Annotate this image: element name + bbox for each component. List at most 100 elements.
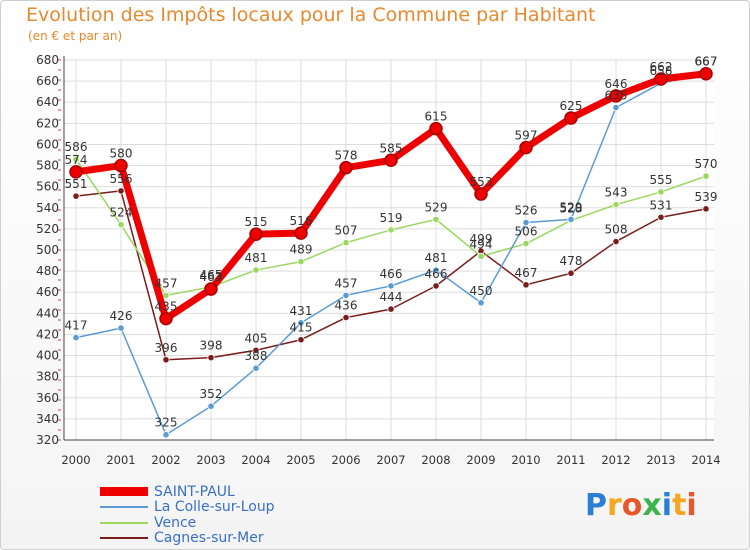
data-label: 465	[200, 268, 223, 282]
data-point	[522, 218, 530, 227]
data-point	[522, 281, 530, 289]
data-point	[612, 103, 620, 112]
legend-swatch	[100, 537, 148, 540]
x-tick-label: 2000	[61, 453, 90, 467]
data-label: 658	[650, 64, 673, 78]
logo-letter: o	[621, 488, 643, 523]
data-point	[162, 356, 170, 364]
legend-label: La Colle-sur-Loup	[154, 499, 275, 516]
data-label: 325	[155, 416, 178, 430]
data-label: 426	[110, 309, 133, 323]
data-point	[612, 201, 620, 209]
data-point	[72, 192, 80, 200]
data-point	[207, 402, 215, 410]
data-point	[342, 313, 350, 322]
data-label: 553	[470, 175, 493, 189]
data-label: 499	[470, 232, 493, 246]
data-label: 450	[470, 284, 493, 298]
data-point	[117, 324, 125, 332]
data-point	[204, 282, 218, 296]
data-label: 396	[155, 341, 178, 355]
data-point	[429, 121, 443, 136]
data-point	[252, 346, 260, 354]
data-label: 466	[380, 267, 403, 281]
y-tick-label: 360	[36, 391, 59, 405]
data-point	[252, 364, 260, 372]
y-tick-label: 320	[36, 433, 59, 447]
data-label: 597	[515, 129, 538, 143]
data-label: 555	[650, 173, 673, 187]
data-label: 556	[110, 172, 133, 186]
data-label: 481	[425, 251, 448, 265]
data-point	[432, 266, 440, 274]
data-label: 388	[245, 349, 268, 363]
data-point	[609, 89, 623, 103]
data-point	[297, 319, 305, 327]
data-point	[387, 226, 395, 234]
data-point	[477, 252, 485, 260]
data-label: 398	[200, 339, 223, 353]
data-label: 662	[650, 60, 673, 74]
data-point	[207, 354, 215, 362]
data-point	[342, 239, 350, 247]
data-label: 417	[65, 319, 88, 333]
data-point	[519, 140, 533, 155]
data-label: 463	[200, 270, 223, 284]
data-point	[114, 158, 128, 173]
chart-subtitle: (en € et par an)	[28, 29, 123, 43]
data-label: 494	[470, 237, 493, 251]
logo-letter: P	[585, 488, 607, 523]
data-label: 585	[380, 141, 403, 155]
data-label: 667	[695, 55, 718, 69]
data-point	[162, 291, 170, 299]
x-tick-label: 2003	[196, 453, 225, 467]
data-label: 444	[380, 290, 403, 304]
data-point	[72, 334, 80, 342]
data-point	[117, 187, 125, 195]
x-tick-label: 2010	[511, 453, 540, 467]
y-tick-label: 340	[36, 412, 59, 426]
x-tick-label: 2012	[601, 453, 630, 467]
data-label: 478	[560, 254, 583, 268]
chart-legend: SAINT-PAUL La Colle-sur-Loup Vence Cagnes-s…	[100, 484, 275, 546]
data-point	[117, 221, 125, 229]
legend-swatch	[100, 506, 148, 509]
data-label: 415	[290, 321, 313, 335]
data-point	[252, 266, 260, 274]
data-point	[297, 336, 305, 344]
data-label: 457	[335, 276, 358, 290]
data-point	[564, 111, 578, 125]
data-point	[387, 305, 395, 313]
data-label: 543	[605, 186, 628, 200]
data-label: 667	[695, 55, 718, 69]
chart-title: Evolution des Impôts locaux pour la Comm…	[26, 4, 596, 26]
legend-swatch	[100, 487, 148, 497]
x-tick-label: 2013	[646, 453, 675, 467]
x-tick-label: 2008	[421, 453, 450, 467]
data-label: 586	[65, 140, 88, 154]
data-point	[69, 165, 83, 179]
data-point	[654, 72, 668, 86]
x-tick-label: 2007	[376, 453, 405, 467]
data-label: 570	[695, 157, 718, 171]
y-tick-label: 380	[36, 370, 59, 384]
y-tick-label: 580	[36, 159, 59, 173]
data-label: 580	[110, 147, 133, 161]
legend-label: Vence	[154, 514, 197, 531]
y-tick-label: 680	[36, 53, 59, 67]
legend-swatch	[100, 521, 148, 524]
y-tick-label: 480	[36, 264, 59, 278]
x-tick-label: 2006	[331, 453, 360, 467]
data-label: 625	[560, 99, 583, 113]
data-point	[702, 172, 710, 180]
logo-letter: x	[642, 488, 662, 523]
data-label: 515	[245, 215, 268, 229]
data-label: 466	[425, 267, 448, 281]
x-tick-label: 2011	[556, 453, 585, 467]
data-label: 457	[155, 276, 178, 290]
data-point	[567, 215, 575, 223]
legend-item: Vence	[100, 515, 275, 531]
data-point	[339, 160, 353, 175]
x-tick-label: 2009	[466, 453, 495, 467]
